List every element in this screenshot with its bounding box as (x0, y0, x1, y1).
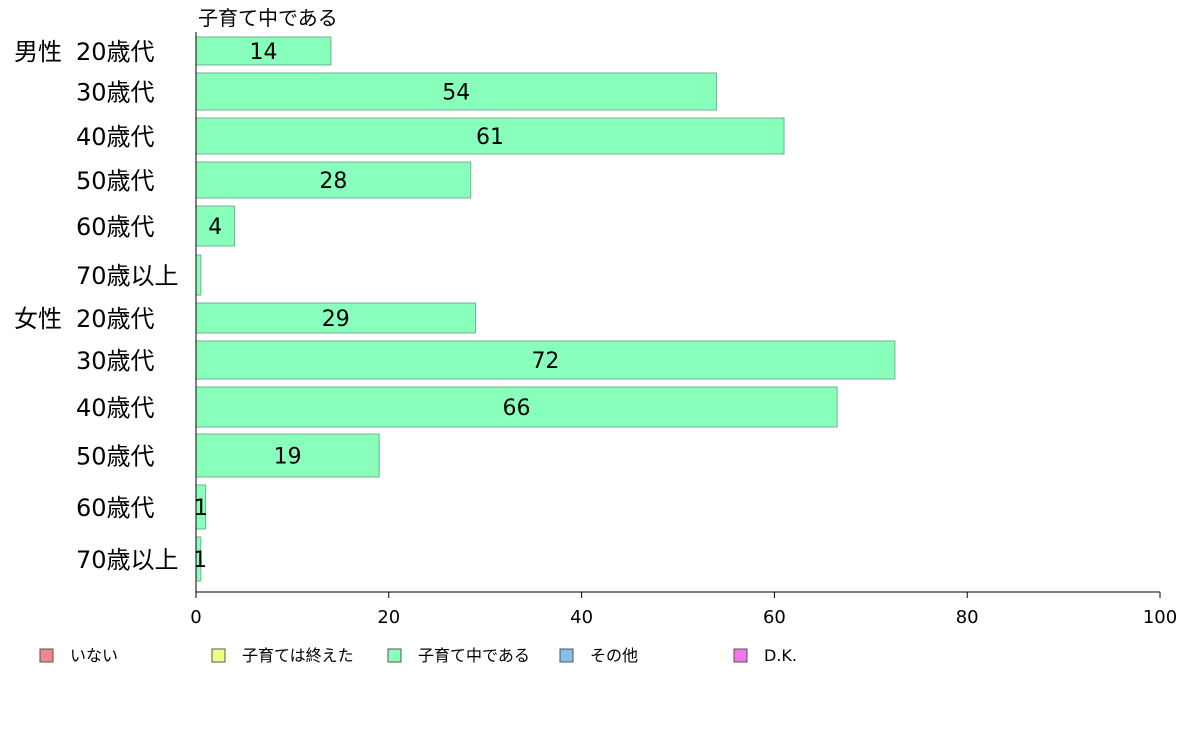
bar (195, 72, 718, 111)
bar (195, 340, 896, 380)
group-label: 女性 (14, 305, 62, 333)
data-label: 72 (531, 349, 559, 374)
category-label: 60歳代 (76, 213, 155, 241)
series-title: 子育て中である (198, 6, 338, 30)
category-label: 60歳代 (76, 494, 155, 522)
legend-label: 子育て中である (418, 646, 530, 665)
legend-label: 子育ては終えた (242, 646, 354, 665)
data-label: 1 (194, 496, 208, 521)
group-label: 男性 (14, 38, 62, 66)
legend-swatch (387, 648, 402, 663)
data-label: 19 (274, 445, 302, 470)
bar (195, 117, 785, 155)
bar (195, 254, 202, 296)
category-label: 70歳以上 (76, 262, 179, 290)
category-label: 20歳代 (76, 38, 155, 66)
x-tick-label: 80 (956, 607, 979, 628)
legend-label: いない (70, 646, 118, 665)
data-label: 4 (208, 215, 222, 240)
data-label: 61 (476, 125, 504, 150)
category-label: 30歳代 (76, 79, 155, 107)
legend-swatch (559, 648, 574, 663)
bar (195, 161, 472, 199)
data-label: 28 (319, 169, 347, 194)
bar (195, 205, 236, 247)
category-label: 50歳代 (76, 443, 155, 471)
legend-swatch (39, 648, 54, 663)
category-label: 40歳代 (76, 123, 155, 151)
data-label: 29 (322, 307, 350, 332)
category-label: 70歳以上 (76, 546, 179, 574)
x-tick-label: 20 (377, 607, 400, 628)
bar (195, 36, 332, 66)
data-label: 1 (193, 548, 207, 573)
data-label: 66 (503, 396, 531, 421)
data-label: 54 (442, 81, 470, 106)
legend-swatch (733, 648, 748, 663)
category-label: 40歳代 (76, 394, 155, 422)
legend-swatch (211, 648, 226, 663)
x-tick-label: 0 (190, 607, 201, 628)
category-label: 20歳代 (76, 305, 155, 333)
legend-label: その他 (590, 646, 638, 665)
data-label: 14 (249, 40, 277, 65)
category-label: 50歳代 (76, 167, 155, 195)
x-tick-label: 100 (1143, 607, 1177, 628)
category-label: 30歳代 (76, 347, 155, 375)
x-tick-label: 60 (763, 607, 786, 628)
legend-label: D.K. (764, 646, 797, 665)
x-tick-label: 40 (570, 607, 593, 628)
